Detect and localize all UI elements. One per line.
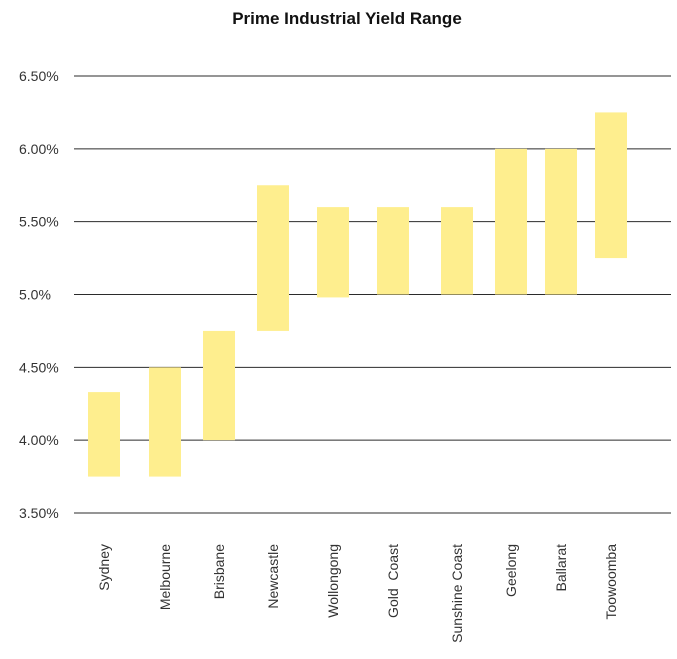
range-bar bbox=[203, 330, 235, 441]
y-tick-label: 5.0% bbox=[19, 287, 51, 303]
y-tick-label: 4.50% bbox=[19, 359, 59, 375]
range-bar bbox=[88, 392, 120, 477]
x-tick-label: Gold Coast bbox=[385, 544, 401, 618]
x-tick-label: Brisbane bbox=[211, 544, 227, 599]
y-axis-ticks: 3.50% 4.00% 4.50% 5.0% 5.50% 6.00% 6.50% bbox=[19, 68, 59, 521]
y-tick-label: 5.50% bbox=[19, 214, 59, 230]
range-bars bbox=[88, 112, 627, 477]
range-bar bbox=[149, 367, 181, 477]
chart-title: Prime Industrial Yield Range bbox=[232, 9, 462, 28]
x-tick-label: Wollongong bbox=[325, 544, 341, 618]
range-bar bbox=[495, 148, 527, 295]
x-tick-label: Newcastle bbox=[265, 544, 281, 609]
x-tick-label: Melbourne bbox=[157, 544, 173, 610]
x-tick-label: Sydney bbox=[96, 544, 112, 591]
x-axis-ticks: Sydney Melbourne Brisbane Newcastle Wollongo… bbox=[96, 544, 619, 643]
x-tick-label: Ballarat bbox=[553, 544, 569, 592]
y-tick-label: 6.00% bbox=[19, 141, 59, 157]
y-tick-label: 4.00% bbox=[19, 432, 59, 448]
x-tick-label: Sunshine Coast bbox=[449, 544, 465, 643]
range-bar bbox=[441, 207, 473, 295]
range-bar bbox=[377, 207, 409, 295]
y-tick-label: 3.50% bbox=[19, 505, 59, 521]
range-bar bbox=[317, 207, 349, 298]
x-tick-label: Geelong bbox=[503, 544, 519, 597]
range-bar bbox=[257, 185, 289, 331]
y-tick-label: 6.50% bbox=[19, 68, 59, 84]
range-bar bbox=[595, 112, 627, 259]
range-bar bbox=[545, 148, 577, 295]
x-tick-label: Toowoomba bbox=[603, 544, 619, 620]
